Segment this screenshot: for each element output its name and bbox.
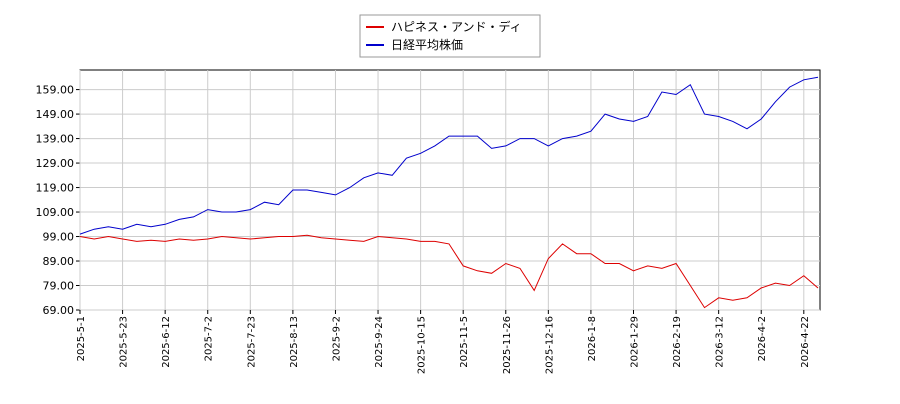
y-tick-label: 139.00: [36, 133, 75, 146]
y-tick-label: 129.00: [36, 157, 75, 170]
x-tick-label: 2026-4-2: [757, 316, 768, 361]
y-tick-label: 99.00: [43, 231, 75, 244]
x-tick-label: 2025-12-16: [544, 316, 555, 374]
y-tick-label: 79.00: [43, 280, 75, 293]
x-tick-label: 2025-10-15: [417, 316, 428, 374]
x-tick-label: 2025-8-13: [289, 316, 300, 368]
x-tick-label: 2025-11-26: [502, 316, 513, 374]
legend: [359, 14, 541, 58]
x-tick-label: 2026-1-8: [587, 316, 598, 361]
y-tick-label: 149.00: [36, 108, 75, 121]
x-tick-label: 2025-9-2: [331, 316, 342, 361]
y-tick-label: 109.00: [36, 206, 75, 219]
series-line: [79, 76, 819, 235]
y-tick-label: 159.00: [36, 84, 75, 97]
x-tick-label: 2025-7-23: [246, 316, 257, 368]
x-tick-label: 2025-5-23: [119, 316, 130, 368]
x-tick-label: 2025-6-12: [161, 316, 172, 368]
series-line: [79, 234, 819, 309]
plot-frame: [79, 69, 821, 311]
x-tick-label: 2026-3-12: [715, 316, 726, 368]
x-tick-label: 2026-2-19: [672, 316, 683, 368]
x-tick-label: 2025-7-2: [204, 316, 215, 361]
x-tick-label: 2025-5-1: [76, 316, 87, 361]
y-tick-label: 119.00: [36, 182, 75, 195]
legend-label: ハピネス・アンド・ディ: [391, 19, 522, 34]
x-tick-label: 2025-11-5: [459, 316, 470, 368]
x-tick-label: 2026-1-29: [630, 316, 641, 368]
y-tick-label: 89.00: [43, 255, 75, 268]
x-tick-label: 2025-9-24: [374, 316, 385, 368]
x-tick-label: 2026-4-22: [800, 316, 811, 368]
y-tick-label: 69.00: [43, 304, 75, 317]
legend-label: 日経平均株価: [391, 37, 463, 52]
